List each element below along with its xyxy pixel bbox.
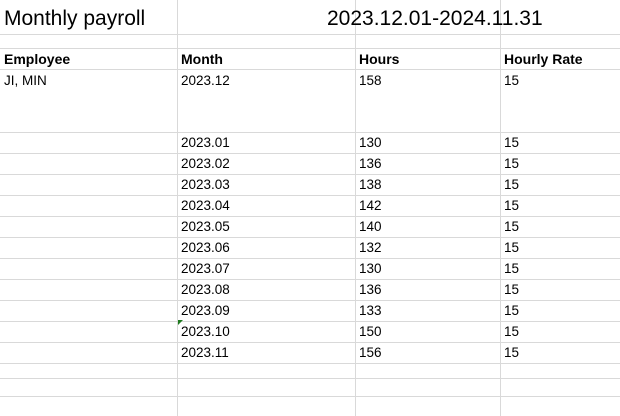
row-line (0, 237, 620, 238)
month-cell[interactable]: 2023.11 (181, 345, 229, 360)
month-cell[interactable]: 2023.02 (181, 156, 230, 171)
hours-cell[interactable]: 158 (359, 73, 382, 88)
column-line (500, 0, 501, 416)
month-cell[interactable]: 2023.05 (181, 219, 230, 234)
hours-cell[interactable]: 156 (359, 345, 382, 360)
row-line (0, 396, 620, 397)
rate-cell[interactable]: 15 (504, 345, 520, 360)
row-line (0, 258, 620, 259)
row-line (0, 132, 620, 133)
column-line (355, 0, 356, 416)
comment-indicator-icon (178, 320, 183, 325)
row-line (0, 321, 620, 322)
payroll-period[interactable]: 2023.12.01-2024.11.31 (327, 7, 543, 30)
row-line (0, 195, 620, 196)
row-line (0, 342, 620, 343)
month-cell[interactable]: 2023.08 (181, 282, 230, 297)
row-line (0, 378, 620, 379)
sheet-title[interactable]: Monthly payroll (4, 7, 146, 30)
hours-cell[interactable]: 138 (359, 177, 382, 192)
rate-cell[interactable]: 15 (504, 324, 520, 339)
row-line (0, 216, 620, 217)
rate-cell[interactable]: 15 (504, 177, 520, 192)
row-line (0, 279, 620, 280)
month-cell[interactable]: 2023.12 (181, 73, 230, 88)
employee-name-cell[interactable]: JI, MIN (4, 73, 47, 88)
month-cell[interactable]: 2023.03 (181, 177, 230, 192)
rate-cell[interactable]: 15 (504, 240, 520, 255)
row-line (0, 153, 620, 154)
rate-cell[interactable]: 15 (504, 198, 520, 213)
rate-cell[interactable]: 15 (504, 135, 520, 150)
row-line (0, 48, 620, 49)
header-hours[interactable]: Hours (359, 51, 400, 67)
month-cell[interactable]: 2023.10 (181, 324, 230, 339)
column-line (177, 0, 178, 416)
row-line (0, 363, 620, 364)
hours-cell[interactable]: 136 (359, 282, 382, 297)
hours-cell[interactable]: 132 (359, 240, 382, 255)
rate-cell[interactable]: 15 (504, 156, 520, 171)
hours-cell[interactable]: 130 (359, 135, 382, 150)
rate-cell[interactable]: 15 (504, 282, 520, 297)
hours-cell[interactable]: 133 (359, 303, 382, 318)
hours-cell[interactable]: 136 (359, 156, 382, 171)
month-cell[interactable]: 2023.04 (181, 198, 230, 213)
row-line (0, 69, 620, 70)
month-cell[interactable]: 2023.01 (181, 135, 230, 150)
row-line (0, 174, 620, 175)
hours-cell[interactable]: 150 (359, 324, 382, 339)
hours-cell[interactable]: 140 (359, 219, 382, 234)
hours-cell[interactable]: 142 (359, 198, 382, 213)
row-line (0, 300, 620, 301)
header-month[interactable]: Month (181, 51, 223, 67)
header-employee[interactable]: Employee (4, 51, 71, 67)
month-cell[interactable]: 2023.07 (181, 261, 230, 276)
month-cell[interactable]: 2023.09 (181, 303, 230, 318)
rate-cell[interactable]: 15 (504, 303, 520, 318)
row-line (0, 34, 620, 35)
hours-cell[interactable]: 130 (359, 261, 382, 276)
rate-cell[interactable]: 15 (504, 73, 520, 88)
rate-cell[interactable]: 15 (504, 261, 520, 276)
rate-cell[interactable]: 15 (504, 219, 520, 234)
header-hourly-rate[interactable]: Hourly Rate (504, 51, 583, 67)
month-cell[interactable]: 2023.06 (181, 240, 230, 255)
